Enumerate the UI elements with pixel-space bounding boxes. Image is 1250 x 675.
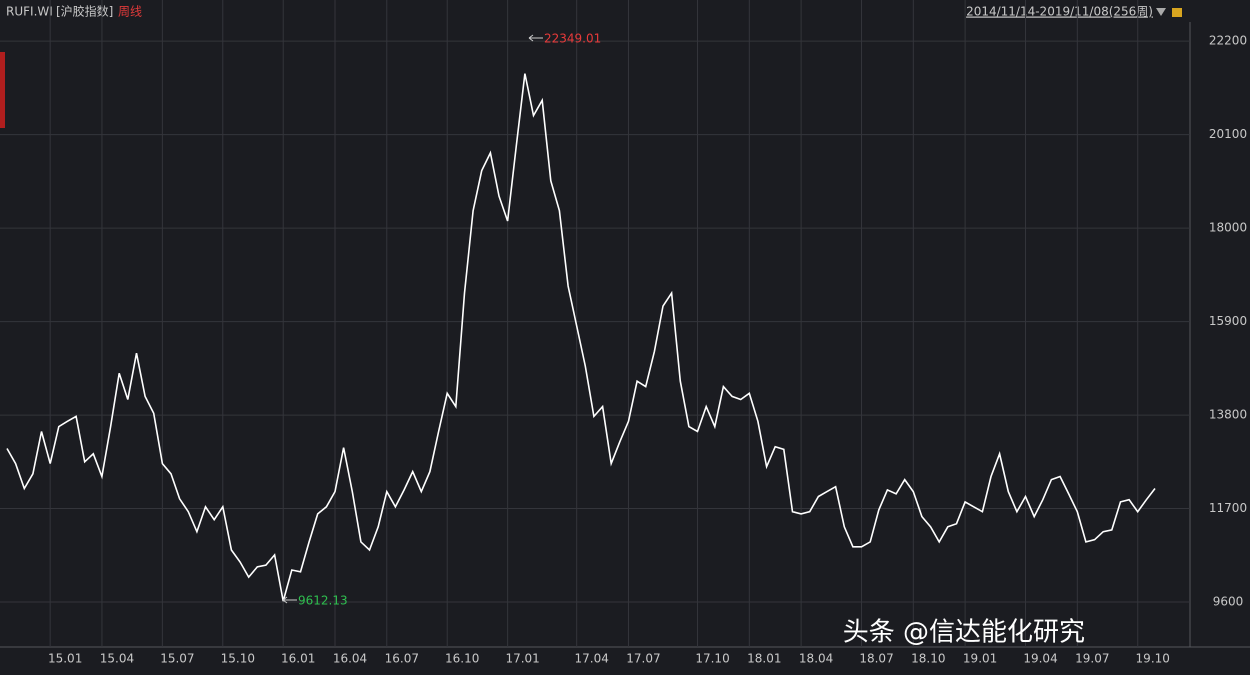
- y-tick-label: 18000: [1209, 221, 1247, 235]
- x-tick-label: 15.04: [100, 652, 134, 666]
- x-tick-label: 15.07: [160, 652, 194, 666]
- x-tick-label: 18.07: [859, 652, 893, 666]
- lock-icon[interactable]: [1172, 8, 1182, 17]
- y-tick-label: 15900: [1209, 314, 1247, 328]
- x-tick-label: 19.01: [963, 652, 997, 666]
- x-tick-label: 17.10: [695, 652, 729, 666]
- instrument-name: [沪胶指数]: [56, 4, 113, 19]
- x-tick-label: 18.04: [799, 652, 833, 666]
- period: 周线: [118, 5, 142, 19]
- annotation-arrow: [282, 596, 297, 604]
- watermark: 头条 @信达能化研究: [843, 618, 1085, 648]
- price-line: [6, 73, 1156, 602]
- x-tick-label: 17.04: [575, 652, 609, 666]
- y-tick-label: 22200: [1209, 34, 1247, 48]
- y-tick-label: 20100: [1209, 127, 1247, 141]
- x-tick-label: 17.01: [505, 652, 539, 666]
- x-tick-label: 18.10: [911, 652, 945, 666]
- x-tick-label: 15.01: [48, 652, 82, 666]
- x-tick-label: 19.10: [1136, 652, 1170, 666]
- x-tick-label: 16.07: [385, 652, 419, 666]
- annotation-arrow: [528, 34, 543, 42]
- x-tick-label: 16.04: [333, 652, 367, 666]
- x-tick-label: 16.01: [281, 652, 315, 666]
- x-tick-label: 18.01: [747, 652, 781, 666]
- annotation: 22349.01: [544, 32, 601, 46]
- y-tick-label: 11700: [1209, 501, 1247, 515]
- x-tick-label: 16.10: [445, 652, 479, 666]
- x-tick-label: 19.07: [1075, 652, 1109, 666]
- x-tick-label: 19.04: [1023, 652, 1057, 666]
- y-tick-label: 9600: [1213, 595, 1244, 609]
- date-range[interactable]: 2014/11/14-2019/11/08(256周): [966, 5, 1153, 19]
- x-tick-label: 15.10: [221, 652, 255, 666]
- symbol: RUFI.WI: [6, 5, 53, 19]
- side-tab: [0, 52, 5, 128]
- y-tick-label: 13800: [1209, 408, 1247, 422]
- x-tick-label: 17.07: [626, 652, 660, 666]
- range-dropdown[interactable]: [1156, 8, 1166, 16]
- annotation: 9612.13: [298, 594, 348, 608]
